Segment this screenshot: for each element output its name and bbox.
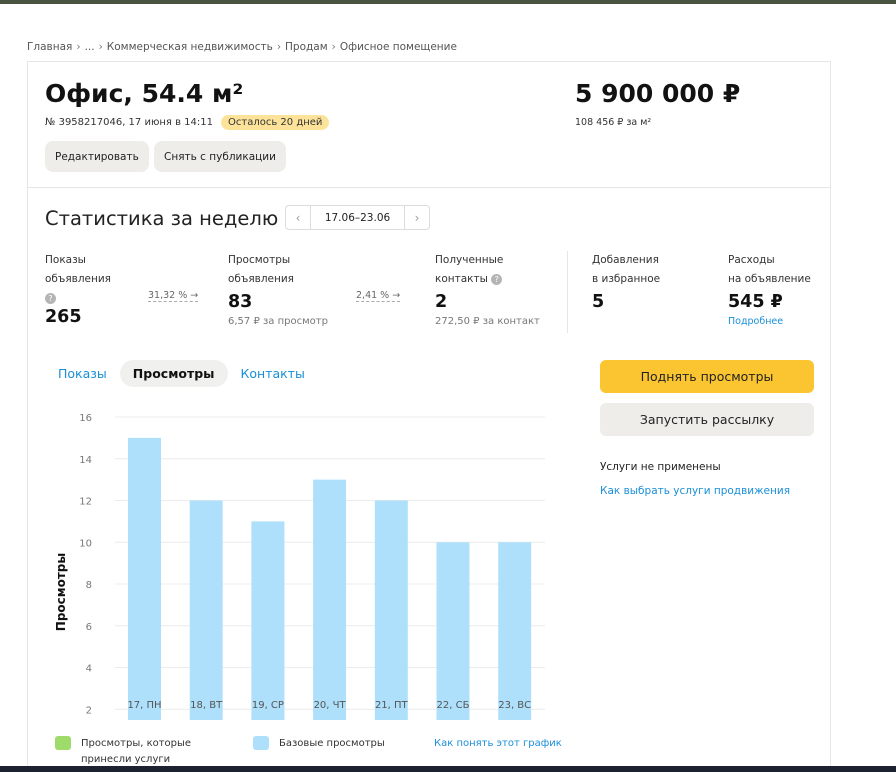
days-left-badge: Осталось 20 дней	[221, 115, 330, 130]
y-tick-label: 6	[86, 622, 92, 633]
metric-views-sub: 6,57 ₽ за просмотр	[228, 316, 328, 327]
metric-spend-label2: на объявление	[728, 273, 811, 285]
listing-meta: № 3958217046, 17 июня в 14:11 Осталось 2…	[45, 115, 330, 130]
legend-base-label: Базовые просмотры	[279, 738, 385, 749]
metrics-divider	[567, 251, 568, 333]
metric-spend-value: 545 ₽	[728, 292, 783, 312]
metric-favorites-value: 5	[592, 292, 605, 312]
x-tick-label: 17, ПН	[127, 700, 161, 711]
legend-base-swatch	[253, 736, 269, 750]
services-help-link[interactable]: Как выбрать услуги продвижения	[600, 485, 791, 497]
breadcrumb-office[interactable]: Офисное помещение	[339, 41, 457, 53]
listing-title: Офис, 54.4 м²	[45, 79, 244, 108]
metric-views-label2: объявления	[228, 273, 294, 285]
window-top-border	[0, 0, 896, 4]
stats-title: Статистика за неделю	[45, 207, 279, 230]
legend-services-label1: Просмотры, которые	[81, 738, 192, 749]
metric-impressions: Показы объявления ? 265	[45, 251, 111, 327]
metric-contacts-sub: 272,50 ₽ за контакт	[435, 316, 540, 327]
metric-views-value: 83	[228, 292, 253, 312]
bar-base	[498, 542, 532, 720]
listing-id-date: № 3958217046, 17 июня в 14:11	[45, 117, 214, 128]
period-range: 17.06–23.06	[310, 206, 405, 229]
metric-spend-label1: Расходы	[728, 254, 775, 266]
listing-price: 5 900 000 ₽	[575, 79, 741, 108]
legend-services: Просмотры, которые принесли услуги	[55, 736, 191, 768]
boost-views-button[interactable]: Поднять просмотры	[600, 360, 814, 393]
y-tick-label: 2	[86, 705, 92, 716]
metric-views-label1: Просмотры	[228, 254, 291, 266]
x-tick-label: 19, СР	[252, 700, 284, 711]
spend-details-link[interactable]: Подробнее	[728, 316, 784, 327]
y-tick-label: 16	[79, 413, 92, 424]
y-tick-label: 12	[79, 497, 92, 508]
x-tick-label: 23, ВС	[498, 700, 531, 711]
chevron-right-icon[interactable]: ›	[414, 210, 420, 225]
metric-favorites: Добавления в избранное 5	[592, 251, 660, 312]
metric-contacts-label1: Полученные	[435, 254, 504, 266]
chart-tabs: Показы Просмотры Контакты	[45, 360, 318, 387]
y-axis-label: Просмотры	[54, 553, 68, 631]
legend-services-swatch	[55, 736, 71, 750]
metric-spend: Расходы на объявление 545 ₽ Подробнее	[728, 251, 811, 331]
metric-contacts-value: 2	[435, 292, 448, 312]
y-tick-label: 14	[79, 455, 92, 466]
metric-impressions-label1: Показы	[45, 254, 86, 266]
bar-base	[189, 500, 223, 720]
tab-views[interactable]: Просмотры	[119, 360, 228, 387]
metric-contacts-label2: контакты	[435, 273, 488, 285]
services-status: Услуги не применены	[600, 461, 721, 473]
y-tick-label: 8	[86, 580, 92, 591]
legend-base: Базовые просмотры	[253, 736, 385, 752]
metric-favorites-label2: в избранное	[592, 273, 661, 285]
listing-card: Офис, 54.4 м² № 3958217046, 17 июня в 14…	[27, 61, 831, 772]
metric-views: Просмотры объявления 83 6,57 ₽ за просмо…	[228, 251, 328, 331]
conversion-impressions-views: 31,32 % →	[148, 290, 199, 302]
chart-help-link[interactable]: Как понять этот график	[434, 738, 562, 749]
bar-base	[374, 500, 408, 720]
start-mailing-button[interactable]: Запустить рассылку	[600, 403, 814, 436]
chevron-left-icon[interactable]: ‹	[295, 210, 301, 225]
x-tick-label: 21, ПТ	[375, 700, 409, 711]
price-per-m2: 108 456 ₽ за м²	[575, 117, 652, 128]
x-tick-label: 18, ВТ	[190, 700, 223, 711]
breadcrumb-home[interactable]: Главная	[27, 41, 73, 53]
breadcrumb-commercial[interactable]: Коммерческая недвижимость	[106, 41, 273, 53]
bar-base	[251, 521, 285, 720]
metric-favorites-label1: Добавления	[592, 254, 659, 266]
tab-contacts[interactable]: Контакты	[240, 366, 305, 381]
legend-services-label2: принесли услуги	[81, 754, 171, 765]
x-tick-label: 20, ЧТ	[314, 700, 347, 711]
window-bottom-border	[0, 766, 896, 772]
y-tick-label: 4	[86, 664, 92, 675]
edit-button[interactable]: Редактировать	[45, 141, 149, 172]
bar-base	[313, 479, 347, 720]
help-icon[interactable]: ?	[491, 273, 503, 285]
listing-header: Офис, 54.4 м² № 3958217046, 17 июня в 14…	[28, 62, 830, 188]
help-icon[interactable]: ?	[45, 292, 56, 304]
tab-impressions[interactable]: Показы	[58, 366, 107, 381]
breadcrumb-ellipsis[interactable]: ...	[84, 41, 95, 53]
y-tick-label: 10	[79, 538, 92, 549]
period-selector: ‹ 17.06–23.06 ›	[285, 205, 430, 230]
x-tick-label: 22, СБ	[437, 700, 470, 711]
views-bar-chart: 2 4 6 8 10 12 14 16 Просмотры 17, ПН 18, ВТ 19, СР 2…	[54, 413, 545, 720]
unpublish-button[interactable]: Снять с публикации	[154, 141, 286, 172]
conversion-views-contacts: 2,41 % →	[356, 290, 401, 302]
metric-impressions-value: 265	[45, 307, 82, 327]
breadcrumb-sell[interactable]: Продам	[285, 41, 328, 53]
metric-contacts: Полученные контакты ? 2 272,50 ₽ за конт…	[435, 251, 540, 331]
breadcrumb: Главная ›... › Коммерческая недвижимость › Пр…	[27, 41, 457, 53]
bar-base	[436, 542, 470, 720]
bar-base	[128, 437, 161, 720]
metric-impressions-label2: объявления	[45, 273, 111, 285]
